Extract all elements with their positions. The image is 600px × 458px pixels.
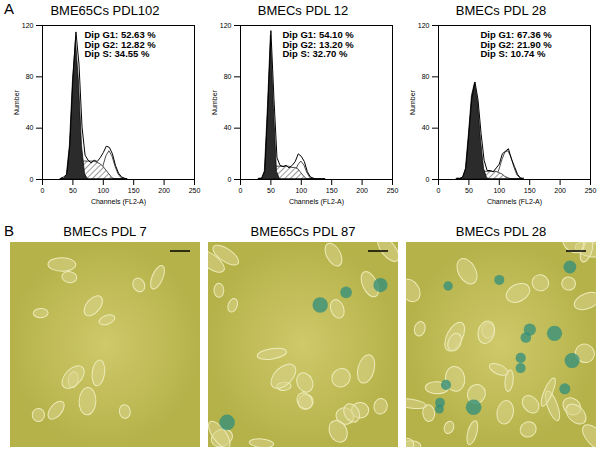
svg-text:250: 250 <box>387 187 399 194</box>
html-text:A: A <box>4 0 14 17</box>
svg-text:0: 0 <box>41 187 45 194</box>
svg-text:250: 250 <box>585 187 597 194</box>
svg-text:0: 0 <box>228 176 232 183</box>
svg-text:120: 120 <box>418 22 430 29</box>
html-text:BMECs PDL 28: BMECs PDL 28 <box>455 3 547 18</box>
svg-text:100: 100 <box>97 187 109 194</box>
svg-text:0: 0 <box>239 187 243 194</box>
svg-text:150: 150 <box>524 187 536 194</box>
svg-text:80: 80 <box>422 73 430 80</box>
svg-text:250: 250 <box>189 187 201 194</box>
svg-text:Dip G1: 52.63 %Dip G2: 12.82 %: Dip G1: 52.63 %Dip G2: 12.82 %Dip S: 34.… <box>85 29 157 59</box>
svg-text:Channels (FL2-A): Channels (FL2-A) <box>91 198 146 206</box>
svg-text:Dip G1: 54.10 %Dip G2: 13.20 %: Dip G1: 54.10 %Dip G2: 13.20 %Dip S: 32.… <box>283 29 355 59</box>
svg-text:80: 80 <box>224 73 232 80</box>
svg-text:Channels (FL2-A): Channels (FL2-A) <box>289 198 344 206</box>
svg-text:50: 50 <box>69 187 77 194</box>
svg-text:150: 150 <box>326 187 338 194</box>
svg-text:50: 50 <box>465 187 473 194</box>
svg-text:80: 80 <box>26 73 34 80</box>
html-text:BMECs PDL 28: BMECs PDL 28 <box>455 224 547 239</box>
svg-text:0: 0 <box>30 176 34 183</box>
svg-text:0: 0 <box>437 187 441 194</box>
svg-text:Number: Number <box>409 89 416 115</box>
svg-text:120: 120 <box>22 22 34 29</box>
svg-text:Channels (FL2-A): Channels (FL2-A) <box>487 198 542 206</box>
html-text:BME65Cs PDL102: BME65Cs PDL102 <box>50 3 160 18</box>
svg-text:Dip G1: 67.36 %Dip G2: 21.90 %: Dip G1: 67.36 %Dip G2: 21.90 %Dip S: 10.… <box>481 29 553 59</box>
svg-text:40: 40 <box>422 124 430 131</box>
svg-text:120: 120 <box>220 22 232 29</box>
svg-text:50: 50 <box>267 187 275 194</box>
svg-text:100: 100 <box>295 187 307 194</box>
svg-text:100: 100 <box>493 187 505 194</box>
html-text:BME65Cs PDL 87: BME65Cs PDL 87 <box>250 224 356 239</box>
html-text:B: B <box>4 222 14 239</box>
svg-text:40: 40 <box>26 124 34 131</box>
svg-text:40: 40 <box>224 124 232 131</box>
svg-text:200: 200 <box>554 187 566 194</box>
svg-text:200: 200 <box>356 187 368 194</box>
svg-text:200: 200 <box>158 187 170 194</box>
svg-text:0: 0 <box>426 176 430 183</box>
html-text:BMECs PDL 7: BMECs PDL 7 <box>63 224 147 239</box>
svg-text:Number: Number <box>211 89 218 115</box>
svg-text:Number: Number <box>13 89 20 115</box>
html-text:BMECs PDL 12: BMECs PDL 12 <box>257 3 349 18</box>
svg-text:150: 150 <box>128 187 140 194</box>
